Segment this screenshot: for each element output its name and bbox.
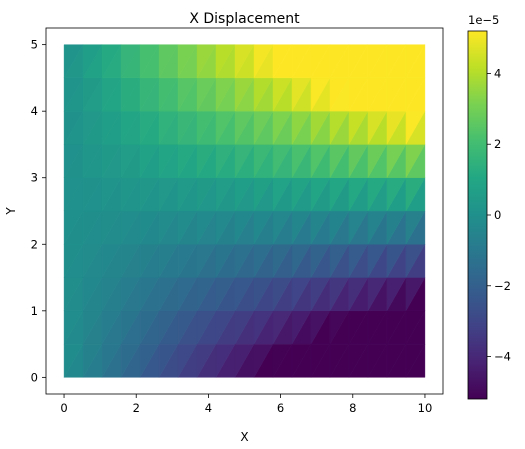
y-tick-label: 4 — [31, 104, 38, 118]
mesh-triangle — [291, 44, 312, 79]
mesh-triangle — [196, 44, 217, 79]
y-tick-label: 1 — [31, 304, 38, 318]
mesh-triangle — [272, 44, 293, 79]
x-axis-label: X — [240, 430, 248, 444]
y-tick-label: 0 — [31, 370, 38, 384]
mesh-triangle — [348, 44, 369, 79]
colorbar-offset-label: 1e−5 — [468, 13, 499, 27]
colorbar-tick-label: 2 — [494, 137, 501, 151]
mesh-triangle — [405, 44, 426, 79]
y-tick-label: 2 — [31, 237, 38, 251]
mesh-triangle — [139, 44, 160, 79]
x-tick-label: 8 — [349, 401, 356, 415]
mesh-triangle — [101, 44, 122, 79]
x-tick-label: 6 — [277, 401, 284, 415]
mesh-triangle — [82, 44, 103, 79]
colorbar-tick-label: 0 — [494, 208, 501, 222]
mesh-triangle — [329, 44, 350, 79]
y-axis-ticks: 0 1 2 3 4 5 — [31, 38, 46, 384]
mesh-triangle — [310, 44, 331, 79]
x-tick-label: 4 — [205, 401, 212, 415]
mesh-triangle — [63, 44, 84, 79]
colorbar-tick-label: 4 — [494, 66, 501, 80]
x-tick-label: 0 — [60, 401, 67, 415]
colorbar-ticks: −4 −2 0 2 4 — [487, 66, 511, 364]
x-tick-label: 2 — [133, 401, 140, 415]
colorbar — [467, 30, 488, 400]
y-tick-label: 5 — [31, 38, 38, 52]
chart-title: X Displacement — [189, 11, 300, 27]
mesh-triangle — [234, 44, 255, 79]
mesh-triangle — [158, 44, 179, 79]
axes-frame — [45, 27, 444, 395]
mesh-triangle — [253, 44, 274, 79]
y-axis-label: Y — [4, 207, 18, 216]
x-axis-ticks: 0 2 4 6 8 10 — [60, 394, 432, 415]
heatmap-mesh — [63, 43, 426, 379]
mesh-triangle — [120, 44, 141, 79]
mesh-triangle — [386, 44, 407, 79]
colorbar-tick-label: −2 — [494, 279, 511, 293]
y-tick-label: 3 — [31, 171, 38, 185]
colorbar-tick-label: −4 — [494, 350, 511, 364]
mesh-triangle — [367, 44, 388, 79]
x-tick-label: 10 — [418, 401, 433, 415]
mesh-triangle — [177, 44, 198, 79]
mesh-triangle — [215, 44, 236, 79]
